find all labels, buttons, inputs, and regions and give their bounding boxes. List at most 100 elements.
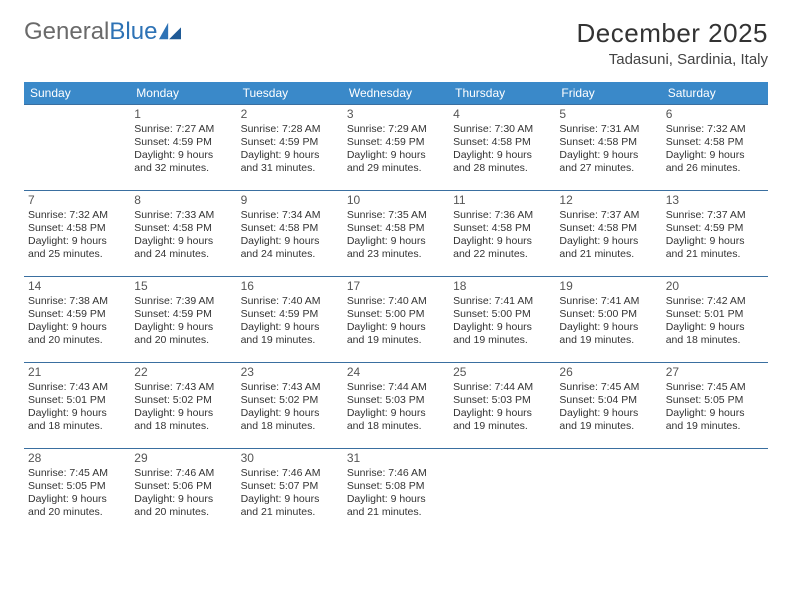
sunset-line: Sunset: 5:02 PM	[134, 394, 232, 407]
daylight-line: Daylight: 9 hours and 19 minutes.	[666, 407, 764, 433]
calendar-week-row: 14Sunrise: 7:38 AMSunset: 4:59 PMDayligh…	[24, 277, 768, 363]
calendar-day-cell: 31Sunrise: 7:46 AMSunset: 5:08 PMDayligh…	[343, 449, 449, 535]
daylight-line: Daylight: 9 hours and 24 minutes.	[241, 235, 339, 261]
calendar-day-cell: 27Sunrise: 7:45 AMSunset: 5:05 PMDayligh…	[662, 363, 768, 449]
daylight-line: Daylight: 9 hours and 31 minutes.	[241, 149, 339, 175]
weekday-header: Sunday	[24, 82, 130, 105]
day-number: 19	[559, 279, 657, 294]
sunrise-line: Sunrise: 7:40 AM	[347, 295, 445, 308]
sunset-line: Sunset: 4:58 PM	[453, 136, 551, 149]
weekday-header: Friday	[555, 82, 661, 105]
sunset-line: Sunset: 4:58 PM	[347, 222, 445, 235]
sunrise-line: Sunrise: 7:41 AM	[453, 295, 551, 308]
daylight-line: Daylight: 9 hours and 23 minutes.	[347, 235, 445, 261]
calendar-day-cell: 24Sunrise: 7:44 AMSunset: 5:03 PMDayligh…	[343, 363, 449, 449]
day-number: 25	[453, 365, 551, 380]
day-number: 26	[559, 365, 657, 380]
sunset-line: Sunset: 4:59 PM	[134, 308, 232, 321]
day-number: 3	[347, 107, 445, 122]
day-number: 22	[134, 365, 232, 380]
weekday-header-row: SundayMondayTuesdayWednesdayThursdayFrid…	[24, 82, 768, 105]
day-number: 18	[453, 279, 551, 294]
daylight-line: Daylight: 9 hours and 21 minutes.	[347, 493, 445, 519]
sunset-line: Sunset: 4:58 PM	[453, 222, 551, 235]
day-number: 16	[241, 279, 339, 294]
calendar-day-cell: 9Sunrise: 7:34 AMSunset: 4:58 PMDaylight…	[237, 191, 343, 277]
calendar-day-cell: 5Sunrise: 7:31 AMSunset: 4:58 PMDaylight…	[555, 105, 661, 191]
daylight-line: Daylight: 9 hours and 19 minutes.	[559, 321, 657, 347]
sunrise-line: Sunrise: 7:37 AM	[666, 209, 764, 222]
calendar-day-cell: 18Sunrise: 7:41 AMSunset: 5:00 PMDayligh…	[449, 277, 555, 363]
day-number: 28	[28, 451, 126, 466]
calendar-day-cell: 17Sunrise: 7:40 AMSunset: 5:00 PMDayligh…	[343, 277, 449, 363]
daylight-line: Daylight: 9 hours and 32 minutes.	[134, 149, 232, 175]
daylight-line: Daylight: 9 hours and 20 minutes.	[28, 493, 126, 519]
calendar-day-cell: 26Sunrise: 7:45 AMSunset: 5:04 PMDayligh…	[555, 363, 661, 449]
calendar-day-cell	[24, 105, 130, 191]
daylight-line: Daylight: 9 hours and 18 minutes.	[347, 407, 445, 433]
sunrise-line: Sunrise: 7:35 AM	[347, 209, 445, 222]
sunrise-line: Sunrise: 7:44 AM	[347, 381, 445, 394]
header: GeneralBlue December 2025 Tadasuni, Sard…	[24, 18, 768, 68]
calendar-week-row: 7Sunrise: 7:32 AMSunset: 4:58 PMDaylight…	[24, 191, 768, 277]
calendar-head: SundayMondayTuesdayWednesdayThursdayFrid…	[24, 82, 768, 105]
daylight-line: Daylight: 9 hours and 27 minutes.	[559, 149, 657, 175]
calendar-day-cell: 6Sunrise: 7:32 AMSunset: 4:58 PMDaylight…	[662, 105, 768, 191]
day-number: 13	[666, 193, 764, 208]
sunset-line: Sunset: 5:05 PM	[28, 480, 126, 493]
sunrise-line: Sunrise: 7:40 AM	[241, 295, 339, 308]
sunset-line: Sunset: 5:06 PM	[134, 480, 232, 493]
calendar-day-cell: 25Sunrise: 7:44 AMSunset: 5:03 PMDayligh…	[449, 363, 555, 449]
daylight-line: Daylight: 9 hours and 20 minutes.	[134, 493, 232, 519]
weekday-header: Thursday	[449, 82, 555, 105]
calendar-day-cell: 15Sunrise: 7:39 AMSunset: 4:59 PMDayligh…	[130, 277, 236, 363]
daylight-line: Daylight: 9 hours and 24 minutes.	[134, 235, 232, 261]
sunset-line: Sunset: 5:04 PM	[559, 394, 657, 407]
calendar-day-cell	[555, 449, 661, 535]
day-number: 5	[559, 107, 657, 122]
calendar-page: GeneralBlue December 2025 Tadasuni, Sard…	[0, 0, 792, 612]
daylight-line: Daylight: 9 hours and 19 minutes.	[241, 321, 339, 347]
calendar-day-cell: 4Sunrise: 7:30 AMSunset: 4:58 PMDaylight…	[449, 105, 555, 191]
sunrise-line: Sunrise: 7:28 AM	[241, 123, 339, 136]
day-number: 9	[241, 193, 339, 208]
logo-text-1: General	[24, 18, 109, 46]
sunset-line: Sunset: 5:05 PM	[666, 394, 764, 407]
sunset-line: Sunset: 4:58 PM	[666, 136, 764, 149]
weekday-header: Tuesday	[237, 82, 343, 105]
daylight-line: Daylight: 9 hours and 26 minutes.	[666, 149, 764, 175]
daylight-line: Daylight: 9 hours and 28 minutes.	[453, 149, 551, 175]
weekday-header: Wednesday	[343, 82, 449, 105]
calendar-day-cell	[449, 449, 555, 535]
calendar-day-cell: 14Sunrise: 7:38 AMSunset: 4:59 PMDayligh…	[24, 277, 130, 363]
calendar-day-cell: 23Sunrise: 7:43 AMSunset: 5:02 PMDayligh…	[237, 363, 343, 449]
daylight-line: Daylight: 9 hours and 18 minutes.	[134, 407, 232, 433]
day-number: 21	[28, 365, 126, 380]
calendar-day-cell: 10Sunrise: 7:35 AMSunset: 4:58 PMDayligh…	[343, 191, 449, 277]
location-text: Tadasuni, Sardinia, Italy	[577, 51, 769, 68]
day-number: 24	[347, 365, 445, 380]
calendar-day-cell: 8Sunrise: 7:33 AMSunset: 4:58 PMDaylight…	[130, 191, 236, 277]
sunset-line: Sunset: 5:08 PM	[347, 480, 445, 493]
sunset-line: Sunset: 4:59 PM	[241, 308, 339, 321]
day-number: 30	[241, 451, 339, 466]
day-number: 2	[241, 107, 339, 122]
sunset-line: Sunset: 4:59 PM	[241, 136, 339, 149]
sunrise-line: Sunrise: 7:37 AM	[559, 209, 657, 222]
weekday-header: Monday	[130, 82, 236, 105]
day-number: 17	[347, 279, 445, 294]
calendar-week-row: 21Sunrise: 7:43 AMSunset: 5:01 PMDayligh…	[24, 363, 768, 449]
sunrise-line: Sunrise: 7:36 AM	[453, 209, 551, 222]
day-number: 11	[453, 193, 551, 208]
sunrise-line: Sunrise: 7:46 AM	[347, 467, 445, 480]
calendar-body: 1Sunrise: 7:27 AMSunset: 4:59 PMDaylight…	[24, 105, 768, 535]
daylight-line: Daylight: 9 hours and 19 minutes.	[453, 321, 551, 347]
day-number: 27	[666, 365, 764, 380]
day-number: 12	[559, 193, 657, 208]
day-number: 8	[134, 193, 232, 208]
sunrise-line: Sunrise: 7:43 AM	[241, 381, 339, 394]
sunrise-line: Sunrise: 7:39 AM	[134, 295, 232, 308]
daylight-line: Daylight: 9 hours and 18 minutes.	[241, 407, 339, 433]
sunrise-line: Sunrise: 7:34 AM	[241, 209, 339, 222]
weekday-header: Saturday	[662, 82, 768, 105]
